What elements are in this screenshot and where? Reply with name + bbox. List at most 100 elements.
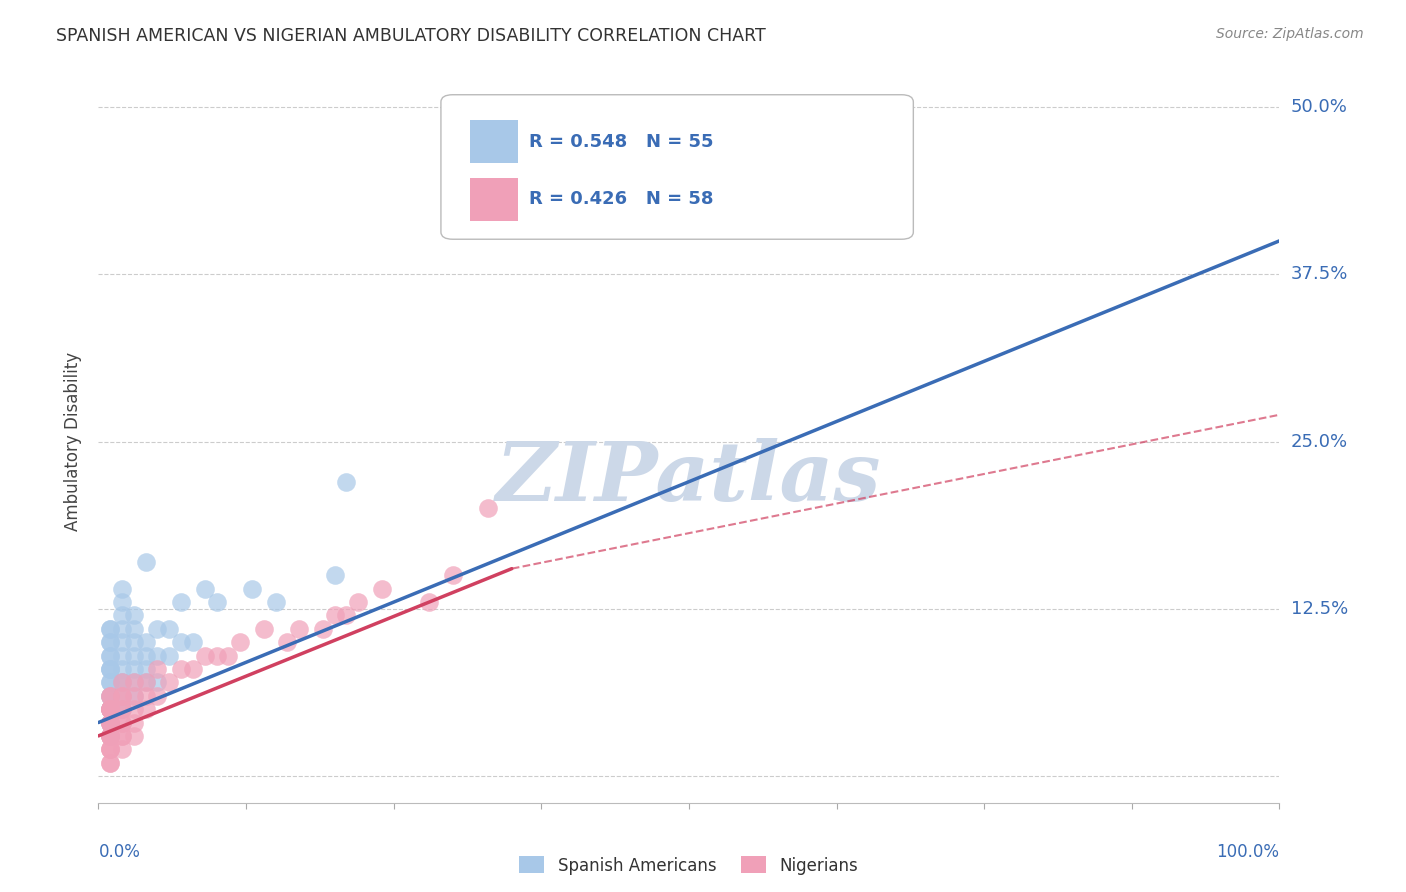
- Point: [98, 622, 121, 636]
- Point: [181, 662, 204, 676]
- Text: ZIPatlas: ZIPatlas: [496, 438, 882, 517]
- Point: [264, 595, 287, 609]
- Point: [194, 582, 217, 596]
- Y-axis label: Ambulatory Disability: Ambulatory Disability: [65, 352, 83, 531]
- Point: [122, 715, 145, 730]
- Point: [98, 689, 121, 703]
- Point: [98, 715, 121, 730]
- Point: [98, 702, 121, 716]
- Point: [98, 702, 121, 716]
- Point: [98, 742, 121, 756]
- Text: 37.5%: 37.5%: [1291, 265, 1348, 284]
- Point: [335, 608, 357, 623]
- Point: [98, 662, 121, 676]
- Point: [111, 595, 134, 609]
- Point: [98, 715, 121, 730]
- Point: [111, 662, 134, 676]
- Point: [111, 689, 134, 703]
- Point: [98, 702, 121, 716]
- Text: SPANISH AMERICAN VS NIGERIAN AMBULATORY DISABILITY CORRELATION CHART: SPANISH AMERICAN VS NIGERIAN AMBULATORY …: [56, 27, 766, 45]
- Point: [157, 648, 180, 663]
- Point: [111, 702, 134, 716]
- Point: [98, 689, 121, 703]
- Point: [111, 648, 134, 663]
- Point: [146, 675, 169, 690]
- Point: [170, 662, 193, 676]
- Point: [111, 729, 134, 743]
- Point: [122, 675, 145, 690]
- Point: [146, 622, 169, 636]
- Point: [441, 568, 464, 582]
- Text: R = 0.426   N = 58: R = 0.426 N = 58: [530, 191, 714, 209]
- Point: [135, 648, 157, 663]
- Point: [135, 675, 157, 690]
- Point: [98, 729, 121, 743]
- Point: [111, 715, 134, 730]
- Point: [98, 635, 121, 649]
- Point: [111, 689, 134, 703]
- Point: [98, 715, 121, 730]
- Point: [122, 622, 145, 636]
- Point: [98, 702, 121, 716]
- Point: [98, 756, 121, 770]
- Point: [347, 595, 370, 609]
- Text: 25.0%: 25.0%: [1291, 433, 1348, 450]
- Point: [111, 689, 134, 703]
- Text: 100.0%: 100.0%: [1216, 843, 1279, 861]
- Point: [135, 702, 157, 716]
- Point: [98, 702, 121, 716]
- Point: [170, 635, 193, 649]
- Text: 0.0%: 0.0%: [98, 843, 141, 861]
- Point: [111, 702, 134, 716]
- Point: [441, 207, 464, 221]
- Point: [98, 742, 121, 756]
- Point: [122, 635, 145, 649]
- Point: [122, 675, 145, 690]
- Point: [111, 702, 134, 716]
- Point: [323, 568, 346, 582]
- Point: [98, 648, 121, 663]
- Point: [111, 622, 134, 636]
- Point: [98, 675, 121, 690]
- Point: [146, 689, 169, 703]
- Text: 50.0%: 50.0%: [1291, 98, 1347, 116]
- Point: [135, 675, 157, 690]
- Point: [98, 689, 121, 703]
- Text: R = 0.548   N = 55: R = 0.548 N = 55: [530, 133, 714, 151]
- Point: [98, 662, 121, 676]
- Point: [98, 729, 121, 743]
- Point: [323, 608, 346, 623]
- Point: [205, 648, 228, 663]
- Point: [146, 662, 169, 676]
- Point: [98, 622, 121, 636]
- Point: [229, 635, 252, 649]
- Point: [98, 715, 121, 730]
- Point: [135, 689, 157, 703]
- Point: [98, 635, 121, 649]
- Point: [111, 675, 134, 690]
- Point: [98, 715, 121, 730]
- Point: [477, 501, 499, 516]
- Point: [135, 635, 157, 649]
- Point: [122, 702, 145, 716]
- Point: [98, 689, 121, 703]
- Point: [122, 608, 145, 623]
- Point: [288, 622, 311, 636]
- Point: [98, 675, 121, 690]
- Point: [111, 715, 134, 730]
- FancyBboxPatch shape: [471, 120, 517, 163]
- Point: [371, 582, 394, 596]
- Point: [122, 689, 145, 703]
- Point: [312, 622, 335, 636]
- Point: [98, 662, 121, 676]
- Point: [111, 742, 134, 756]
- Point: [111, 675, 134, 690]
- Point: [122, 648, 145, 663]
- Point: [98, 742, 121, 756]
- Point: [111, 729, 134, 743]
- Point: [205, 595, 228, 609]
- Point: [418, 595, 440, 609]
- Point: [98, 729, 121, 743]
- Point: [217, 648, 239, 663]
- FancyBboxPatch shape: [471, 178, 517, 221]
